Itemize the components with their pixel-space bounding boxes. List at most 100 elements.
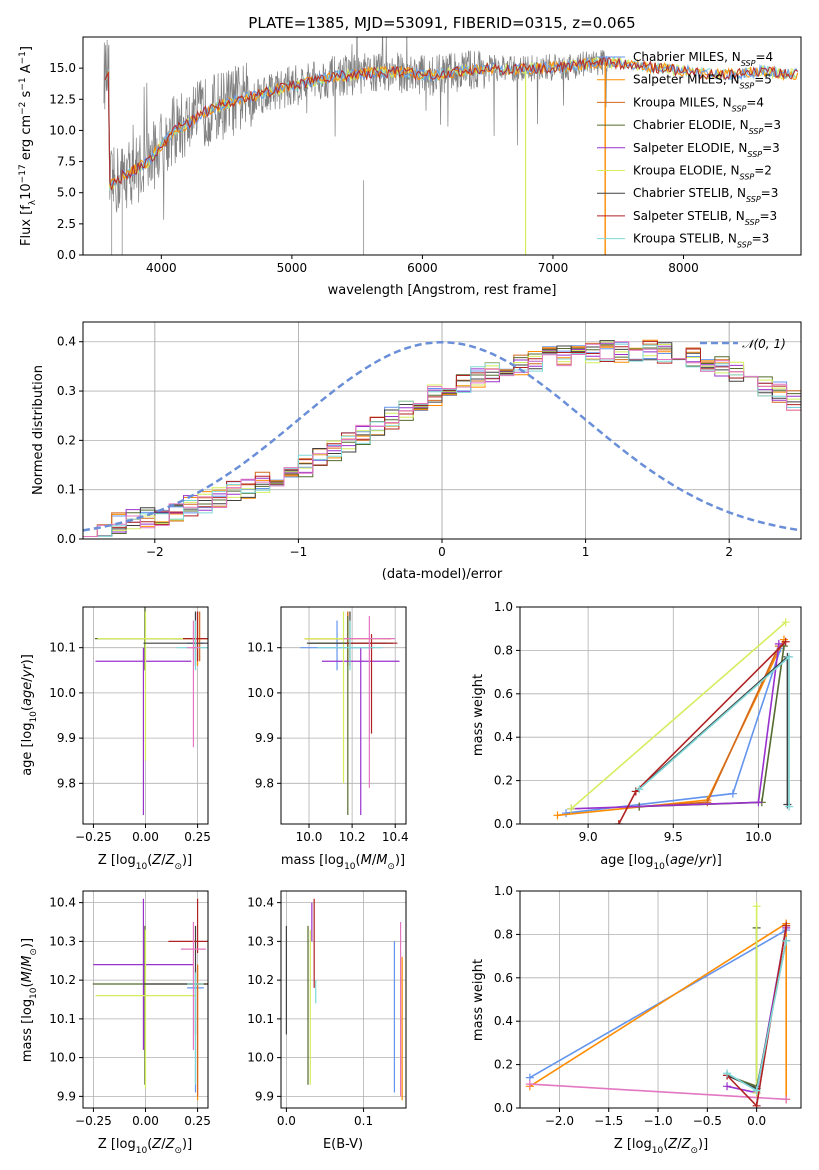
weight-line-salpeter_elodie: [571, 643, 780, 810]
weight-marker: [614, 820, 623, 824]
mass-vs-ebv-xlabel: E(B-V): [323, 1137, 363, 1152]
weight-vs-z-ylabel: mass weight: [471, 959, 486, 1041]
x-tick-label: 1: [582, 545, 590, 559]
y-tick-label: 10.1: [247, 1012, 274, 1026]
spectrum-title: PLATE=1385, MJD=53091, FIBERID=0315, z=0…: [248, 14, 635, 32]
age-vs-z-panel: −0.25 0.00 0.25 9.8 9.9 10.0 10.1 Z [log10(Z/Z…: [20, 606, 211, 872]
weight-marker: [754, 798, 763, 807]
residual-ylabel: Normed distribution: [31, 365, 46, 495]
y-tick-label: 9.9: [255, 731, 274, 745]
age-vs-mass-points: [300, 611, 400, 815]
weight-vs-z-xlabel: Z [log10(Z/Z⊙)]: [614, 1137, 708, 1156]
y-tick-label: 10.1: [49, 641, 76, 655]
spectrum-ylabel: Flux [fλ10−17 erg cm−2 s−1 A−1]: [18, 46, 38, 246]
mass-vs-z-points: [92, 898, 208, 1101]
x-tick-label: 0.25: [184, 830, 211, 844]
x-tick-label: 10.0: [745, 830, 772, 844]
y-tick-label: 1.0: [494, 884, 513, 898]
age-vs-z-frame: [82, 606, 209, 825]
weight-marker: [728, 789, 737, 798]
weight-marker: [782, 921, 791, 930]
y-tick-label: 9.8: [57, 776, 76, 790]
y-tick-label: 0.4: [494, 730, 513, 744]
x-tick-label: 9.5: [664, 830, 683, 844]
weight-line-pink: [529, 1083, 787, 1101]
weight-vs-age-frame: [519, 606, 802, 825]
y-tick-label: 10.0: [247, 1051, 274, 1065]
y-tick-label: 5.0: [57, 186, 76, 200]
y-tick-label: 2.5: [57, 217, 76, 231]
y-tick-label: 0.0: [494, 1101, 513, 1115]
x-tick-label: 0.25: [184, 1114, 211, 1128]
weight-vs-age-panel: 9.0 9.5 10.0 0.0 0.2 0.4 0.6 0.8 1.0 age [log10(…: [471, 600, 802, 872]
weight-marker: [525, 1080, 534, 1089]
normal-curve: [83, 340, 801, 532]
y-tick-label: 0.6: [494, 687, 513, 701]
x-tick-label: 5000: [277, 261, 308, 275]
legend-entry: Chabrier STELIB, NSSP=3: [633, 186, 778, 204]
weight-line-salpeter_miles: [557, 639, 785, 817]
weight-marker: [723, 1069, 732, 1078]
age-vs-mass-panel: 10.0 10.2 10.4 9.8 9.9 10.0 10.1 mass [log10(M…: [247, 606, 409, 872]
model-spectrum-salpeter_stelib: [104, 56, 798, 191]
x-tick-label: −1.5: [594, 1114, 623, 1128]
x-tick-label: −0.5: [693, 1114, 722, 1128]
residual-axis-ticks: −2 −1 0 1 2 0.0 0.1 0.2 0.3 0.4: [57, 335, 733, 559]
x-tick-label: 10.4: [382, 830, 409, 844]
y-tick-label: 1.0: [494, 600, 513, 614]
mass-vs-z-ticks: −0.25 0.00 0.25 9.9 10.0 10.1 10.2 10.3 10.4: [49, 896, 211, 1128]
spectrum-axis-ticks: 4000 5000 6000 7000 8000 0.0 2.5 5.0 7.5 10.0 12.5…: [49, 61, 699, 275]
weight-marker: [752, 1086, 761, 1095]
weight-vs-age-lines: [553, 618, 794, 824]
y-tick-label: 9.9: [57, 731, 76, 745]
legend-entry: Kroupa STELIB, NSSP=3: [633, 232, 769, 250]
mass-vs-ebv-points: [285, 898, 403, 1101]
legend-entry: Salpeter ELODIE, NSSP=3: [633, 141, 780, 159]
x-tick-label: −2: [146, 545, 164, 559]
weight-marker: [567, 804, 576, 813]
spectrum-panel: PLATE=1385, MJD=53091, FIBERID=0315, z=0…: [18, 14, 802, 298]
spectrum-frame: [82, 36, 802, 256]
observed-spectrum: [103, 37, 608, 220]
residual-xlabel: (data-model)/error: [382, 567, 503, 582]
y-tick-label: 0.2: [494, 1058, 513, 1072]
x-tick-label: 0.0: [747, 1114, 766, 1128]
x-tick-label: 2: [725, 545, 733, 559]
y-tick-label: 10.1: [49, 1012, 76, 1026]
x-tick-label: 0: [438, 545, 446, 559]
residual-frame: [82, 321, 802, 540]
y-tick-label: 10.2: [247, 973, 274, 987]
x-tick-label: −0.25: [75, 830, 112, 844]
mass-vs-ebv-ticks: 0.0 0.1 9.9 10.0 10.1 10.2 10.3 10.4: [247, 896, 373, 1128]
y-tick-label: 0.3: [57, 384, 76, 398]
weight-marker: [781, 618, 790, 627]
age-vs-mass-frame: [280, 606, 407, 825]
weight-marker: [561, 809, 570, 818]
legend-entry: Chabrier MILES, NSSP=4: [633, 50, 773, 68]
weight-vs-z-frame: [519, 890, 802, 1109]
weight-marker: [752, 902, 761, 911]
y-tick-label: 0.8: [494, 643, 513, 657]
residual-histograms: [83, 339, 801, 537]
weight-marker: [782, 936, 791, 945]
weight-marker: [752, 1101, 761, 1108]
x-tick-label: 0.0: [277, 1114, 296, 1128]
y-tick-label: 0.8: [494, 927, 513, 941]
weight-vs-age-ylabel: mass weight: [471, 674, 486, 756]
y-tick-label: 9.9: [57, 1089, 76, 1103]
weight-marker: [785, 652, 794, 661]
normal-legend-label: 𝒩(0, 1): [742, 337, 786, 351]
legend-entry: Salpeter STELIB, NSSP=3: [633, 209, 777, 227]
mass-vs-ebv-grid: [281, 891, 406, 1108]
legend-entry: Chabrier ELODIE, NSSP=3: [633, 118, 781, 136]
mass-vs-ebv-frame: [280, 890, 407, 1109]
weight-marker: [553, 811, 562, 820]
legend-entry: Kroupa ELODIE, NSSP=2: [633, 164, 772, 182]
x-tick-label: 10.2: [339, 830, 366, 844]
y-tick-label: 0.0: [57, 532, 76, 546]
age-vs-z-ticks: −0.25 0.00 0.25 9.8 9.9 10.0 10.1: [49, 641, 211, 844]
y-tick-label: 10.3: [247, 934, 274, 948]
mass-vs-z-frame: [82, 890, 209, 1109]
y-tick-label: 10.0: [49, 686, 76, 700]
